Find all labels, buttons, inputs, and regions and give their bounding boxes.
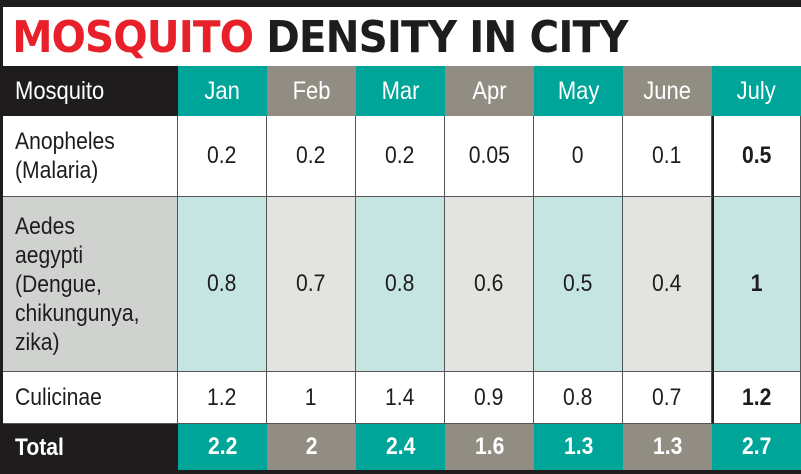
- density-table: Mosquito Jan Feb Mar Apr May June July Anopheles…: [3, 66, 801, 470]
- table-cell-text: 0.9: [474, 383, 504, 411]
- table-cell: 0.2: [178, 116, 267, 197]
- title: MOSQUITO DENSITY IN CITY: [3, 7, 737, 66]
- table-cell-text: 0: [572, 142, 584, 169]
- header-feb-text: Feb: [292, 76, 331, 105]
- table-cell: 0.5: [534, 197, 623, 372]
- total-cell-text: 2.7: [741, 433, 772, 460]
- total-cell: 2: [267, 424, 356, 470]
- table-cell-text: 0.4: [652, 270, 682, 297]
- row-label: Anopheles (Malaria): [3, 116, 178, 197]
- table-cell: 0.2: [356, 116, 445, 197]
- total-cell-text: 1.6: [474, 433, 505, 460]
- total-cell: 1.3: [623, 424, 712, 470]
- total-cell: 2.4: [356, 424, 445, 470]
- table-cell-text: 0.7: [296, 270, 326, 297]
- table-cell-text: 1.4: [385, 383, 415, 411]
- table-cell: 0: [534, 116, 623, 197]
- total-cell: 1.6: [445, 424, 534, 470]
- table-cell: 1.2: [178, 372, 267, 424]
- table-cell-text: 0.2: [385, 142, 415, 169]
- row-label-text: Culicinae: [15, 384, 102, 411]
- total-cell: 2.2: [178, 424, 267, 470]
- table-cell: 1.2: [712, 372, 801, 424]
- row-label: Culicinae: [3, 372, 178, 424]
- total-cell-text: 2.4: [385, 433, 416, 460]
- header-may-text: May: [557, 76, 600, 105]
- table-cell-text: 1: [305, 383, 317, 411]
- table-cell-text: 0.5: [563, 270, 593, 297]
- header-june: June: [623, 66, 712, 116]
- header-apr: Apr: [445, 66, 534, 116]
- table-cell: 1: [267, 372, 356, 424]
- table-cell-text: 0.8: [207, 270, 237, 297]
- table-cell: 0.8: [178, 197, 267, 372]
- header-mar: Mar: [356, 66, 445, 116]
- table-cell-text: 1.2: [207, 383, 237, 411]
- table-cell: 0.4: [623, 197, 712, 372]
- table-cell: 1.4: [356, 372, 445, 424]
- table-cell: 0.9: [445, 372, 534, 424]
- total-label-text: Total: [15, 433, 64, 461]
- header-feb: Feb: [267, 66, 356, 116]
- total-cell-text: 2: [305, 433, 318, 460]
- total-label: Total: [3, 424, 178, 470]
- table-cell: 0.8: [356, 197, 445, 372]
- total-cell-text: 1.3: [563, 433, 594, 460]
- header-june-text: June: [643, 76, 692, 105]
- table-cell: 0.5: [712, 116, 801, 197]
- table-cell-text: 0.8: [385, 270, 415, 297]
- table-cell-text: 0.5: [742, 142, 772, 169]
- total-cell: 2.7: [712, 424, 801, 470]
- header-mosquito-text: Mosquito: [15, 76, 105, 105]
- table-cell-text: 1.2: [742, 383, 772, 411]
- table-cell: 0.05: [445, 116, 534, 197]
- header-jan-text: Jan: [204, 76, 241, 105]
- total-cell-text: 2.2: [207, 433, 238, 460]
- total-cell: 1.3: [534, 424, 623, 470]
- table-cell-text: 0.05: [468, 142, 510, 169]
- header-mar-text: Mar: [381, 76, 420, 105]
- table-cell: 0.1: [623, 116, 712, 197]
- header-apr-text: Apr: [472, 76, 507, 105]
- header-may: May: [534, 66, 623, 116]
- table-cell-text: 0.2: [296, 142, 326, 169]
- total-cell-text: 1.3: [652, 433, 683, 460]
- table-cell: 1: [712, 197, 801, 372]
- header-mosquito: Mosquito: [3, 66, 178, 116]
- table-cell-text: 0.8: [563, 383, 593, 411]
- table-cell: 0.2: [267, 116, 356, 197]
- header-july-text: July: [736, 76, 777, 105]
- title-rest: DENSITY IN CITY: [266, 12, 628, 63]
- table-cell: 0.7: [267, 197, 356, 372]
- header-july: July: [712, 66, 801, 116]
- table-cell: 0.6: [445, 197, 534, 372]
- table-cell: 0.8: [534, 372, 623, 424]
- table-cell-text: 0.7: [652, 383, 682, 411]
- row-label: Aedes aegypti (Dengue, chikungunya, zika…: [3, 197, 178, 372]
- table-cell-text: 1: [751, 270, 763, 297]
- title-highlight: MOSQUITO: [12, 12, 254, 63]
- header-jan: Jan: [178, 66, 267, 116]
- table-cell: 0.7: [623, 372, 712, 424]
- table-cell-text: 0.6: [474, 270, 504, 297]
- table-cell-text: 0.1: [652, 142, 682, 169]
- table-cell-text: 0.2: [207, 142, 237, 169]
- row-label-text: Anopheles (Malaria): [15, 128, 115, 184]
- row-label-text: Aedes aegypti (Dengue, chikungunya, zika…: [15, 212, 140, 356]
